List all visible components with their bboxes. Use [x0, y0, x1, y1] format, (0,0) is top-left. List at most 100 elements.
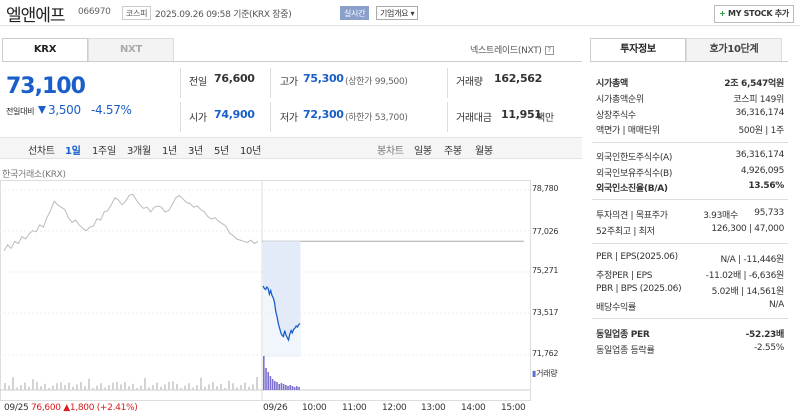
divider: [270, 68, 271, 98]
volume-bar: [240, 385, 242, 390]
low-value: 72,300: [303, 108, 344, 121]
volume-legend-label: 거래량: [536, 369, 558, 378]
volume-bar: [12, 377, 14, 390]
volume-bar: [64, 385, 66, 390]
volume-bar: [60, 382, 62, 390]
market-cap-value: 2조 6,547억원: [724, 79, 784, 89]
foreign-holding-value: 4,926,095: [740, 166, 784, 176]
prev-day-change: ▲1,800: [63, 403, 95, 413]
y-tick-label: 73,517: [532, 308, 559, 317]
volume-bar: [293, 387, 296, 390]
volume-bar: [96, 385, 98, 390]
x-tick-label: 11:00: [342, 403, 367, 413]
volume-bar: [192, 387, 194, 390]
help-icon[interactable]: ?: [544, 46, 554, 55]
pbr-bps-label: PBR | BPS (2025.06): [596, 284, 682, 294]
divider: [447, 68, 448, 98]
period-3m[interactable]: 3개월: [127, 146, 151, 157]
open-value: 74,900: [214, 108, 255, 121]
listed-shares-label: 상장주식수: [596, 111, 636, 121]
52w-value: 126,300 | 47,000: [711, 224, 784, 234]
price-chart[interactable]: [0, 180, 580, 402]
par-value-value: 500원 | 1주: [738, 126, 784, 136]
low-label: 저가: [280, 113, 298, 124]
candle-chart-label: 봉차트: [377, 146, 404, 157]
volume-bar: [200, 377, 202, 390]
volume-bar: [24, 382, 26, 390]
opinion-value: 3.93매수: [703, 211, 738, 221]
volume-bar: [224, 388, 226, 390]
period-1d[interactable]: 1일: [65, 146, 81, 157]
prev-close-value: 76,600: [214, 72, 255, 85]
volume-bar: [285, 385, 287, 390]
volume-bar: [282, 384, 285, 390]
period-10y[interactable]: 10년: [240, 146, 262, 157]
volume-bar: [212, 382, 214, 390]
volume-bar: [36, 382, 38, 390]
tab-divider: [2, 61, 582, 62]
volume-bar: [278, 384, 280, 390]
company-info-button[interactable]: 기업개요 ▾: [376, 6, 419, 20]
candle-monthly[interactable]: 월봉: [475, 146, 493, 157]
x-tick-label: 14:00: [461, 403, 486, 413]
foreign-limit-value: 36,316,174: [735, 150, 784, 160]
divider: [447, 102, 448, 132]
volume-bar: [144, 378, 146, 390]
industry-change-label[interactable]: 동일업종 등락률: [596, 346, 655, 356]
divider: [592, 142, 788, 143]
volume-bar: [176, 383, 178, 390]
prev-close-label: 전일: [189, 77, 207, 88]
volume-bar: [148, 387, 150, 390]
period-3y[interactable]: 3년: [188, 146, 203, 157]
period-1w[interactable]: 1주일: [92, 146, 116, 157]
market-cap-rank-value: 코스피 149위: [733, 95, 784, 105]
nextrade-label: 넥스트레이드(NXT): [470, 46, 542, 56]
x-tick-label: 12:00: [382, 403, 407, 413]
amount-value: 11,951: [501, 108, 542, 121]
prev-day-close: 76,600: [31, 403, 61, 413]
dividend-label: 배당수익률: [596, 303, 636, 313]
y-tick-label: 75,271: [532, 266, 559, 275]
period-bar: 선차트 1일 1주일 3개월 1년 3년 5년 10년 봉차트 일봉 주봉 월봉: [0, 137, 582, 159]
market-badge: 코스피: [122, 6, 152, 20]
volume-bar: [269, 376, 272, 390]
volume-bar: [100, 383, 102, 390]
volume-bar: [228, 380, 230, 390]
add-mystock-button[interactable]: + MY STOCK 추가: [714, 5, 794, 23]
volume-bar: [265, 368, 267, 390]
period-1y[interactable]: 1년: [162, 146, 177, 157]
target-price-value: 95,733: [754, 208, 784, 218]
dividend-value: N/A: [768, 300, 784, 310]
volume-bar: [208, 384, 210, 390]
tab-krx[interactable]: KRX: [2, 38, 88, 62]
divider: [180, 68, 181, 98]
divider: [270, 102, 271, 132]
volume-bar: [180, 388, 182, 390]
down-triangle-icon: [38, 106, 46, 114]
change-percent: -4.57%: [91, 103, 132, 117]
divider: [592, 243, 788, 244]
volume-bar: [116, 381, 118, 390]
volume-bar: [8, 385, 10, 390]
prev-day-date: 09/25: [4, 403, 29, 413]
volume-label: 거래량: [456, 77, 483, 88]
nextrade-link[interactable]: 넥스트레이드(NXT)?: [470, 43, 554, 56]
volume-bar: [289, 385, 291, 390]
volume-bar: [244, 382, 246, 390]
tab-nxt[interactable]: NXT: [88, 38, 174, 62]
volume-bar: [156, 382, 158, 390]
pbr-bps-value: 5.02배 | 14,561원: [711, 287, 785, 297]
x-tick-label: 13:00: [421, 403, 446, 413]
volume-bar: [216, 386, 218, 390]
tab-invest-info[interactable]: 투자정보: [590, 38, 686, 62]
volume-bar: [104, 387, 106, 390]
industry-per-label[interactable]: 동일업종 PER: [596, 330, 650, 340]
realtime-badge[interactable]: 실시간: [340, 6, 370, 20]
period-5y[interactable]: 5년: [214, 146, 229, 157]
candle-weekly[interactable]: 주봉: [444, 146, 462, 157]
tab-order-book[interactable]: 호가10단계: [686, 38, 782, 62]
per-eps-value: N/A | -11,446원: [720, 255, 785, 265]
volume-bar: [52, 385, 54, 390]
candle-daily[interactable]: 일봉: [414, 146, 432, 157]
volume-bar: [76, 384, 78, 390]
